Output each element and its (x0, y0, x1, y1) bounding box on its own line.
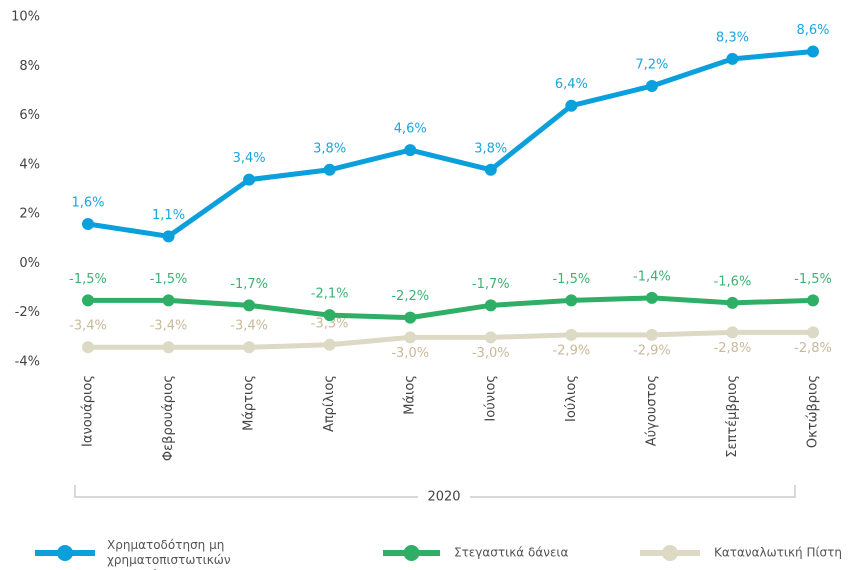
legend-marker (662, 545, 678, 561)
data-point (243, 299, 256, 312)
y-tick-label: 2% (19, 207, 40, 222)
x-tick-label: Οκτώβριος (806, 375, 821, 448)
data-point (162, 294, 175, 307)
y-tick-label: 10% (11, 10, 40, 25)
x-tick-label: Ιούνιος (483, 375, 498, 422)
data-label: -3,4% (150, 319, 188, 334)
data-point (565, 328, 578, 341)
data-label: -3,3% (311, 316, 349, 331)
data-point (82, 294, 94, 307)
data-label: 6,4% (555, 77, 588, 92)
data-point (726, 52, 739, 65)
data-label: -1,7% (472, 277, 510, 292)
y-tick-label: -4% (15, 355, 40, 370)
group-bracket (74, 485, 796, 498)
data-label: -1,5% (150, 272, 188, 287)
data-point (243, 173, 256, 186)
data-point (807, 45, 819, 58)
data-label: -1,4% (633, 269, 671, 284)
x-tick-label: Φεβρουάριος (161, 375, 176, 461)
data-label: -1,5% (794, 272, 832, 287)
data-label: 1,1% (152, 208, 185, 223)
x-tick-label: Αύγουστος (644, 375, 659, 446)
legend-marker (403, 545, 420, 561)
x-tick-label: Μάιος (403, 375, 418, 415)
x-group-label: 2020 (427, 490, 460, 505)
data-label: -1,7% (230, 277, 268, 292)
data-point (645, 291, 658, 304)
x-tick-label: Ιανουάριος (81, 375, 96, 447)
data-label: -1,6% (714, 274, 752, 289)
data-label: -2,8% (714, 341, 752, 356)
data-label: -3,0% (391, 346, 429, 361)
data-label: 4,6% (394, 122, 427, 137)
data-label: 7,2% (635, 58, 668, 73)
data-label: 1,6% (71, 196, 104, 211)
series-line (87, 49, 814, 239)
data-point (484, 299, 497, 312)
data-point (82, 341, 94, 354)
series-line (88, 329, 813, 350)
data-label: 3,8% (474, 141, 507, 156)
data-label: 8,3% (716, 30, 749, 45)
data-label: -2,8% (794, 341, 832, 356)
y-tick-label: 0% (19, 256, 40, 271)
data-point (162, 341, 175, 354)
data-label: -3,0% (472, 346, 510, 361)
data-point (726, 326, 739, 339)
data-point (807, 294, 819, 307)
x-tick-label: Απρίλιος (322, 375, 337, 432)
data-point (323, 338, 336, 351)
data-point (565, 99, 578, 112)
x-tick-label: Ιούλιος (564, 375, 579, 422)
data-point (404, 311, 417, 324)
data-label: 8,6% (796, 23, 829, 38)
data-point (484, 163, 497, 176)
y-tick-label: 4% (19, 157, 40, 172)
data-label: -2,1% (311, 287, 349, 302)
legend-marker (57, 545, 73, 561)
data-label: -2,9% (552, 343, 590, 358)
legend-label: Χρηματοδότηση μη χρηματοπιστωτικών επιχε… (107, 538, 231, 570)
data-point (404, 331, 417, 344)
y-tick-label: -2% (15, 305, 40, 320)
data-point (484, 331, 497, 344)
x-tick-label: Μάρτιος (242, 375, 257, 431)
data-label: -3,4% (230, 319, 268, 334)
data-label: -1,5% (69, 272, 107, 287)
series-line (88, 295, 814, 321)
legend-label: Στεγαστικά δάνεια (454, 546, 568, 560)
data-point (323, 163, 336, 176)
data-label: -2,9% (633, 343, 671, 358)
data-point (565, 294, 578, 307)
data-point (807, 326, 819, 339)
data-point (645, 328, 658, 341)
data-point (162, 230, 175, 243)
data-point (323, 309, 336, 322)
data-point (645, 80, 658, 92)
legend-label: Καταναλωτική Πίστη (714, 546, 842, 560)
data-label: -3,4% (69, 319, 107, 334)
y-tick-label: 8% (19, 59, 40, 74)
data-point (243, 341, 256, 354)
data-label: -1,5% (552, 272, 590, 287)
y-tick-label: 6% (19, 108, 40, 123)
data-point (404, 144, 417, 157)
data-label: -2,2% (391, 289, 429, 304)
data-label: 3,4% (233, 151, 266, 166)
data-point (726, 296, 739, 309)
data-point (82, 218, 94, 230)
x-tick-label: Σεπτέμβριος (725, 375, 740, 458)
data-label: 3,8% (313, 141, 346, 156)
